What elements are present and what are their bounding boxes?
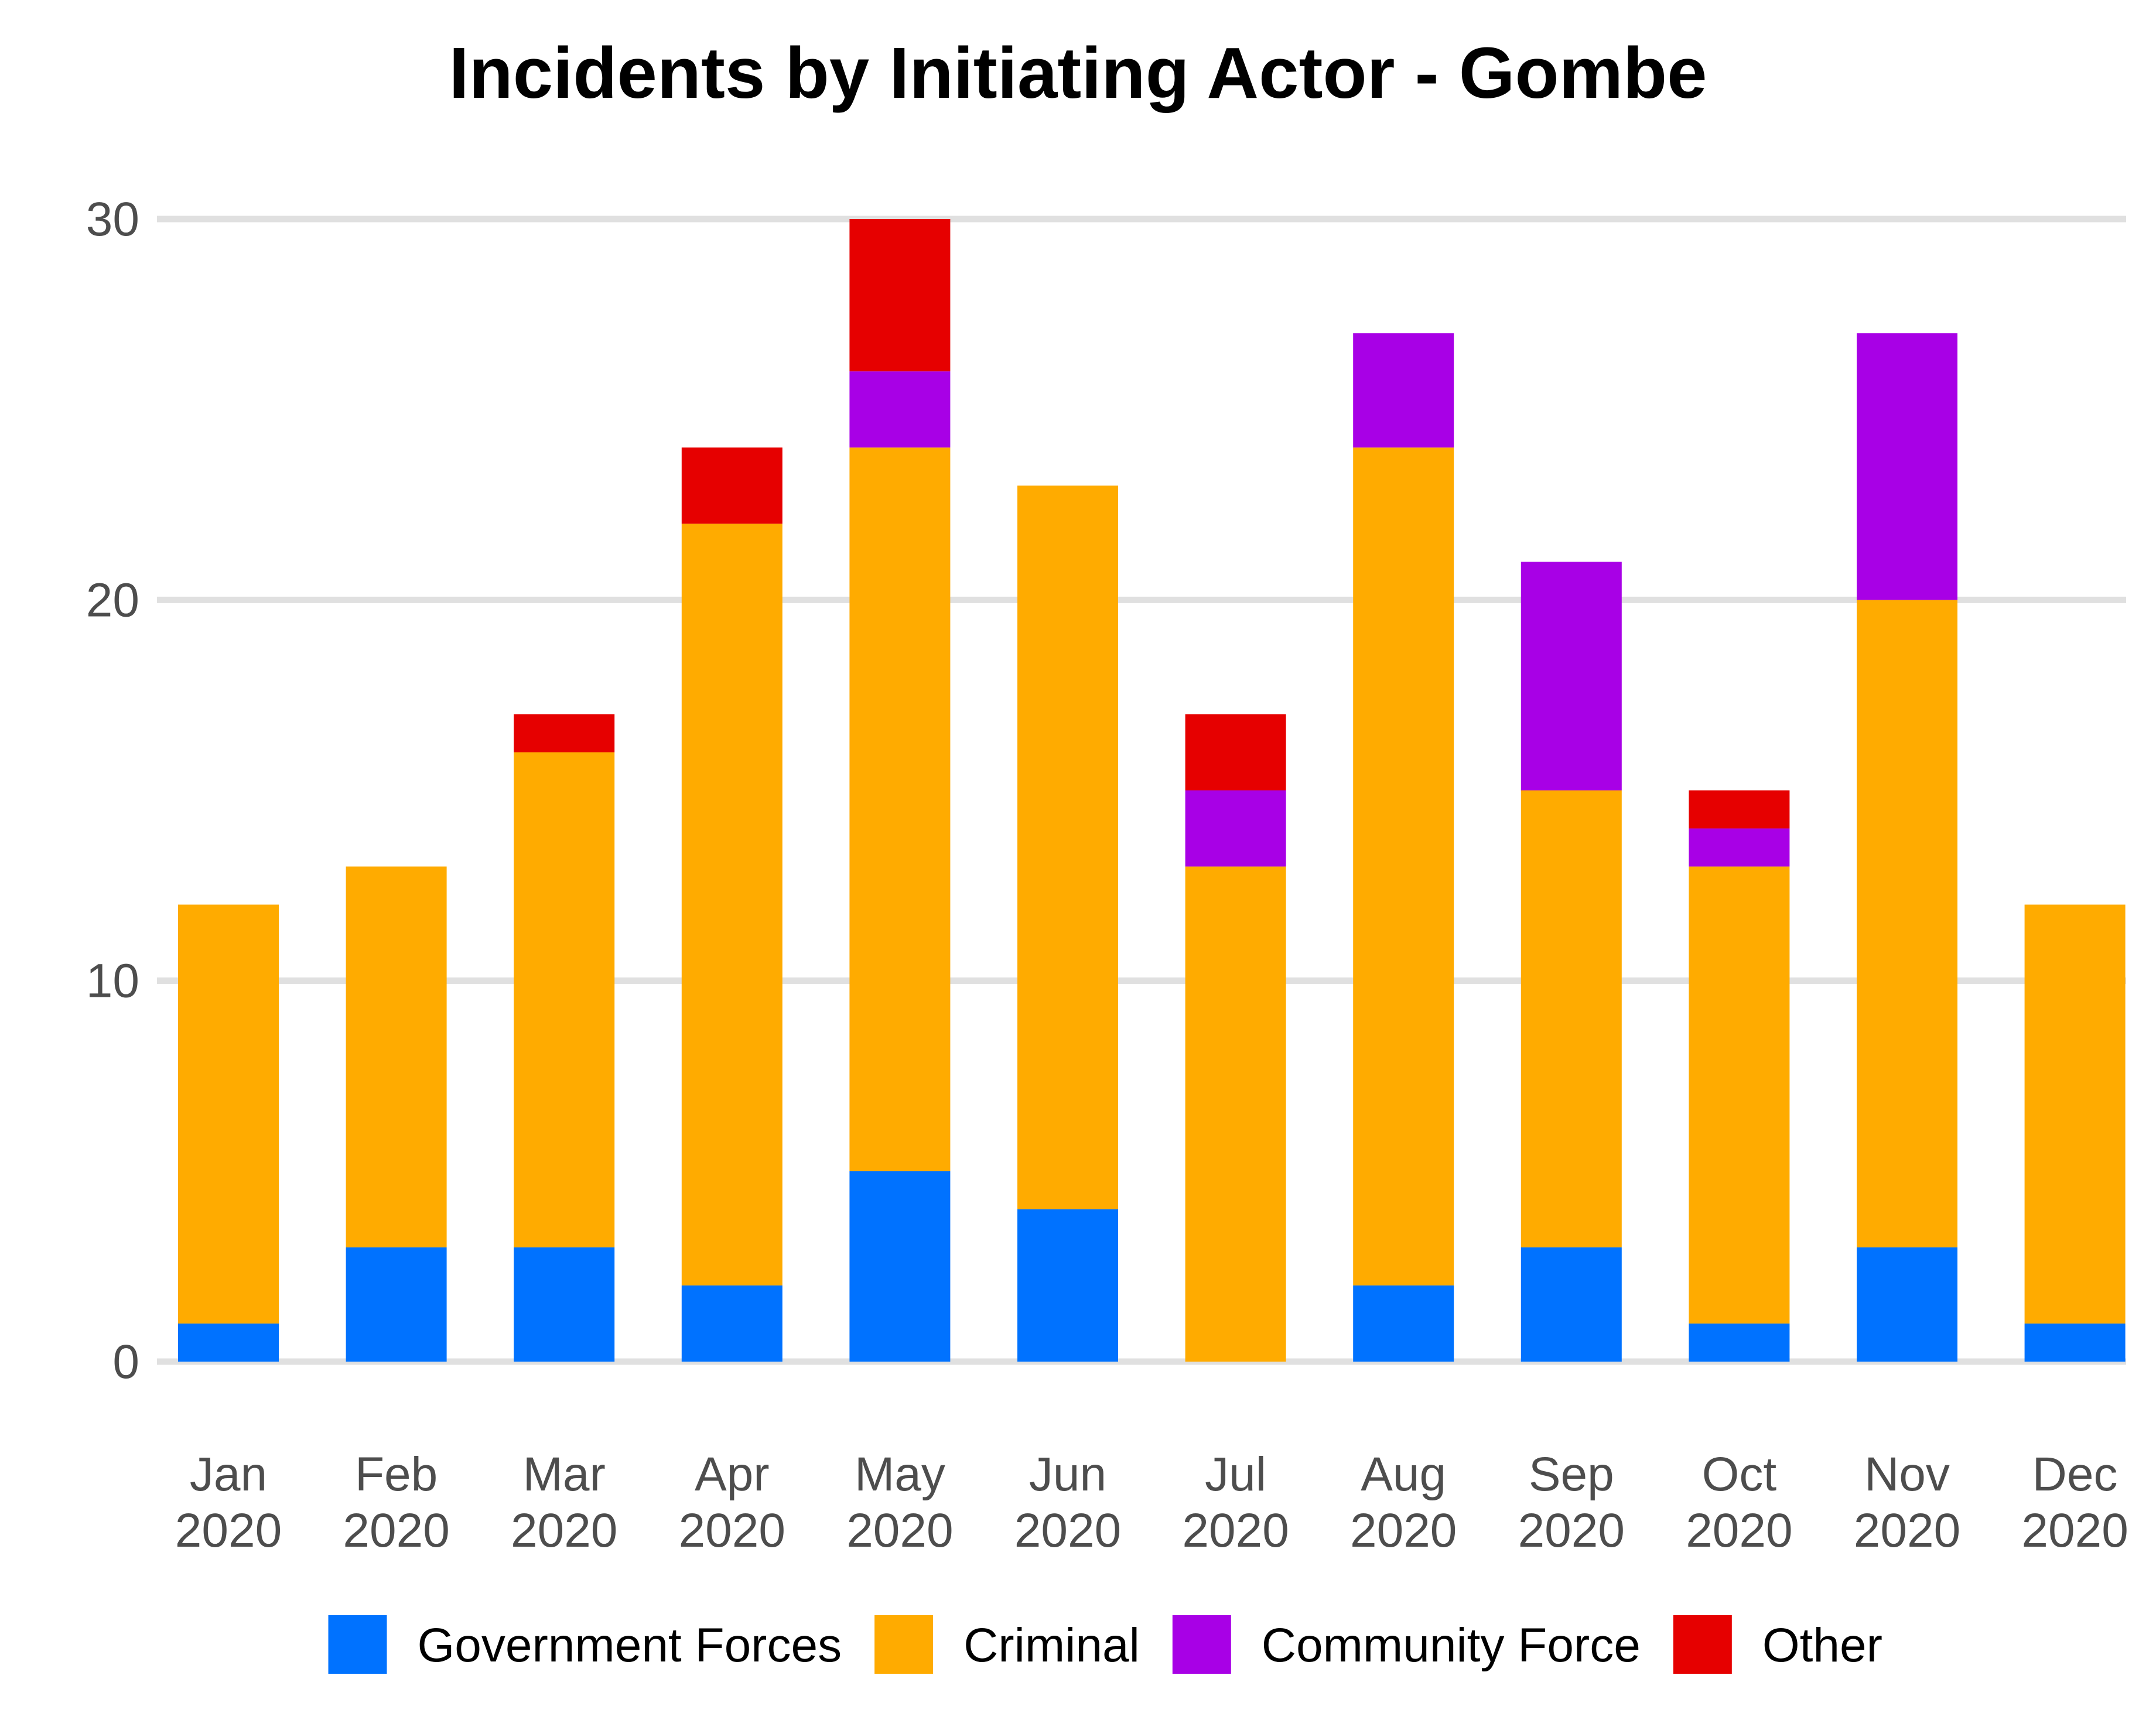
y-tick-label: 10 bbox=[86, 955, 139, 1008]
y-tick-label: 20 bbox=[86, 573, 139, 627]
bar-segment-community-force bbox=[1857, 333, 1957, 600]
bar-segment-government-forces bbox=[1857, 1247, 1957, 1362]
legend-label: Community Force bbox=[1262, 1619, 1641, 1672]
chart-title: Incidents by Initiating Actor - Gombe bbox=[449, 33, 1707, 114]
bar-segment-criminal bbox=[346, 866, 447, 1247]
bar-segment-criminal bbox=[681, 524, 783, 1285]
bar-segment-other bbox=[849, 219, 951, 372]
bar-segment-government-forces bbox=[1017, 1209, 1118, 1362]
bar-segment-criminal bbox=[849, 447, 951, 1171]
bar-segment-community-force bbox=[1353, 333, 1454, 448]
bar-segment-community-force bbox=[1689, 828, 1790, 867]
legend-label: Government Forces bbox=[418, 1619, 842, 1672]
bar-segment-criminal bbox=[178, 904, 279, 1324]
bar-segment-criminal bbox=[1185, 866, 1286, 1362]
bar-segment-government-forces bbox=[1689, 1323, 1790, 1362]
bar-segment-other bbox=[514, 714, 615, 753]
legend-key-government-forces bbox=[328, 1615, 387, 1674]
bar-segment-criminal bbox=[1521, 790, 1622, 1247]
y-tick-label: 0 bbox=[112, 1335, 139, 1389]
legend-key-criminal bbox=[874, 1615, 934, 1674]
y-tick-label: 30 bbox=[86, 193, 139, 246]
x-tick-label: Sep 2020 bbox=[1518, 1448, 1625, 1557]
bar-segment-other bbox=[1689, 790, 1790, 829]
bar-segment-criminal bbox=[514, 752, 615, 1247]
bar-segment-community-force bbox=[849, 371, 951, 448]
x-tick-label: Jul 2020 bbox=[1182, 1448, 1289, 1557]
legend-key-other bbox=[1673, 1615, 1732, 1674]
bar-segment-criminal bbox=[1017, 485, 1118, 1209]
bar-segment-criminal bbox=[1689, 866, 1790, 1324]
bar-segment-criminal bbox=[1857, 600, 1957, 1247]
x-tick-label: Jun 2020 bbox=[1014, 1448, 1121, 1557]
x-tick-label: Nov 2020 bbox=[1854, 1448, 1960, 1557]
bar-segment-community-force bbox=[1185, 790, 1286, 867]
legend-label: Criminal bbox=[963, 1619, 1140, 1672]
bar-segment-government-forces bbox=[1353, 1285, 1454, 1362]
x-tick-label: Jan 2020 bbox=[175, 1448, 282, 1557]
bar-segment-other bbox=[1185, 714, 1286, 791]
bar-segment-criminal bbox=[2024, 904, 2126, 1324]
x-tick-label: Apr 2020 bbox=[679, 1448, 785, 1557]
bar-segment-government-forces bbox=[178, 1323, 279, 1362]
bar-segment-community-force bbox=[1521, 562, 1622, 791]
legend-key-community-force bbox=[1172, 1615, 1231, 1674]
bar-segment-government-forces bbox=[849, 1171, 951, 1362]
x-tick-label: Aug 2020 bbox=[1350, 1448, 1457, 1557]
x-tick-label: Mar 2020 bbox=[511, 1448, 617, 1557]
bar-segment-government-forces bbox=[1521, 1247, 1622, 1362]
legend-label: Other bbox=[1762, 1619, 1882, 1672]
x-tick-label: Dec 2020 bbox=[2021, 1448, 2128, 1557]
x-tick-label: Oct 2020 bbox=[1686, 1448, 1792, 1557]
bar-segment-other bbox=[681, 447, 783, 524]
bar-segment-government-forces bbox=[514, 1247, 615, 1362]
bar-segment-government-forces bbox=[346, 1247, 447, 1362]
x-tick-label: Feb 2020 bbox=[343, 1448, 449, 1557]
bar-segment-government-forces bbox=[2024, 1323, 2126, 1362]
bar-segment-criminal bbox=[1353, 447, 1454, 1285]
bar-segment-government-forces bbox=[681, 1285, 783, 1362]
x-tick-label: May 2020 bbox=[846, 1448, 953, 1557]
